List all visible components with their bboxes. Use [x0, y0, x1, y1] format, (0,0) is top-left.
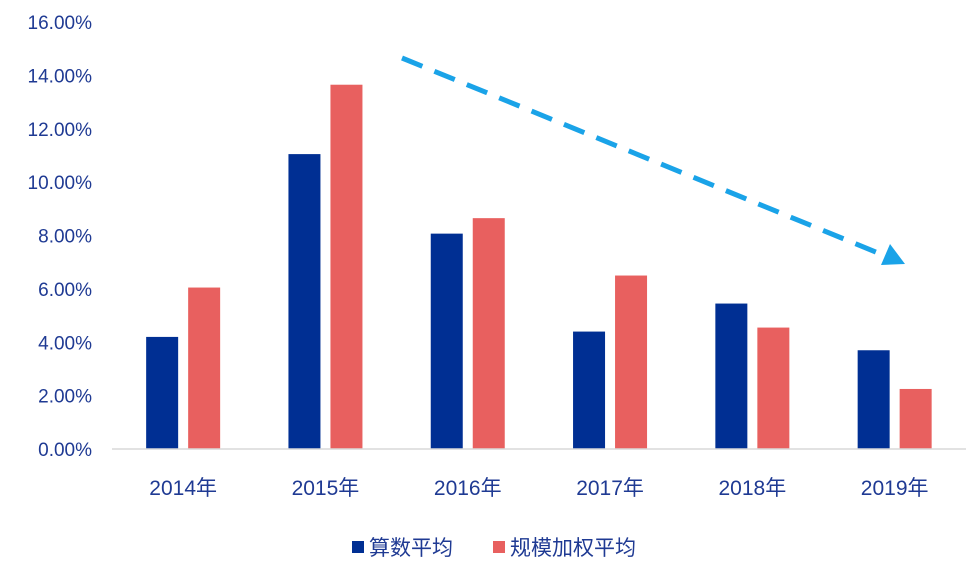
trend-arrow-head [881, 244, 905, 265]
y-tick-label: 12.00% [28, 120, 93, 141]
bar-weighted-5 [899, 388, 932, 449]
legend-swatch [352, 541, 364, 553]
x-axis-ticks: 2014年 2015年 2016年 2017年 2018年 2019年 [149, 477, 928, 500]
bar-arithmetic-5 [857, 350, 890, 449]
legend-label: 算数平均 [369, 537, 453, 560]
x-tick-label: 2017年 [576, 477, 644, 500]
x-tick-label: 2014年 [149, 477, 217, 500]
bar-arithmetic-4 [715, 303, 748, 449]
y-axis-ticks: 0.00% 2.00% 4.00% 6.00% 8.00% 10.00% 12.00% 14.… [28, 13, 93, 461]
x-tick-label: 2019年 [861, 477, 929, 500]
x-tick-label: 2018年 [718, 477, 786, 500]
bar-weighted-3 [615, 275, 648, 449]
x-tick-label: 2016年 [434, 477, 502, 500]
y-tick-label: 6.00% [38, 280, 92, 301]
y-tick-label: 14.00% [28, 66, 93, 87]
trend-arrow [401, 55, 905, 265]
bar-arithmetic-2 [430, 233, 463, 449]
bar-weighted-2 [472, 218, 505, 449]
legend: 算数平均 规模加权平均 [352, 537, 636, 560]
y-tick-label: 16.00% [28, 13, 93, 34]
y-tick-label: 10.00% [28, 173, 93, 194]
bar-arithmetic-3 [573, 331, 606, 449]
trend-arrow-line [401, 55, 889, 260]
y-tick-label: 8.00% [38, 227, 92, 248]
legend-swatch [493, 541, 505, 553]
y-tick-label: 2.00% [38, 387, 92, 408]
bar-arithmetic-1 [288, 154, 321, 449]
x-tick-label: 2015年 [292, 477, 360, 500]
bar-weighted-4 [757, 327, 790, 449]
bar-weighted-1 [330, 84, 363, 449]
bar-weighted-0 [188, 287, 221, 449]
bar-arithmetic-0 [146, 336, 179, 449]
bars [146, 84, 932, 449]
legend-label: 规模加权平均 [510, 537, 636, 560]
y-tick-label: 0.00% [38, 440, 92, 461]
y-tick-label: 4.00% [38, 333, 92, 354]
